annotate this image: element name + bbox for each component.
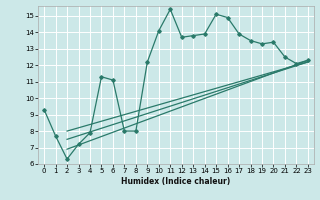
X-axis label: Humidex (Indice chaleur): Humidex (Indice chaleur)	[121, 177, 231, 186]
